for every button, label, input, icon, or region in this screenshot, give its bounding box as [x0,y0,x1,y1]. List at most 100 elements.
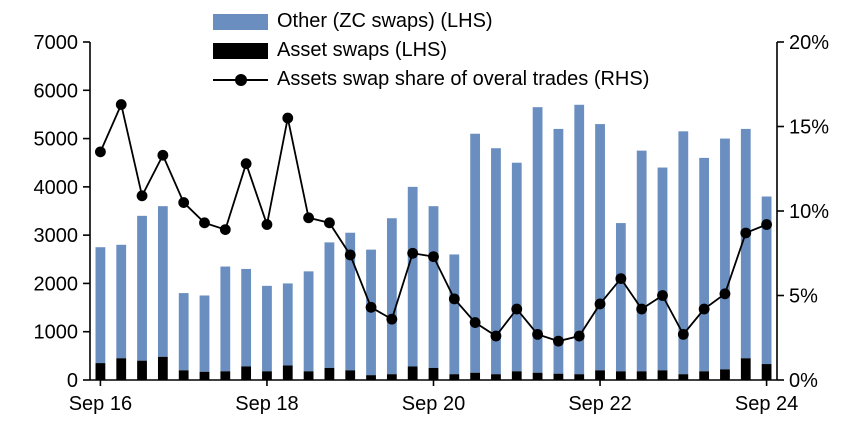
other-zc-swaps-bar [595,124,605,371]
asset-swaps-bar [428,367,439,380]
other-zc-swaps-bar [178,293,189,371]
other-zc-swaps-bar [262,285,272,372]
other-zc-swaps-bar [241,268,252,367]
asset-swaps-bar [241,366,252,380]
axis-tick-label: 10% [789,201,829,223]
share-line-marker [698,303,710,315]
other-zc-swaps-bar [491,148,501,375]
other-zc-swaps-bar [428,206,439,368]
share-line-marker [573,330,585,342]
legend-item-share-line: Assets swap share of overal trades (RHS) [213,65,649,94]
asset-swaps-bar [595,370,605,380]
other-zc-swaps-bar [199,295,210,372]
axis-tick-label: Sep 24 [735,393,798,415]
other-zc-swaps-bar [282,283,293,366]
asset-swaps-bar [303,371,314,380]
axis-tick-label: 6000 [34,80,79,102]
other-zc-swaps-bar [407,186,418,367]
share-line-marker [677,328,689,340]
asset-swaps-bar [615,371,626,380]
share-line-marker [428,251,439,263]
share-line-marker [178,197,190,208]
share-line-marker [761,219,772,230]
asset-swaps-bar [282,365,293,380]
axis-tick-label: 7000 [34,32,79,54]
other-zc-swaps-bar [532,107,543,373]
legend-label-share: Assets swap share of overal trades (RHS) [277,68,650,90]
other-zc-swaps-bar [636,150,647,372]
share-line-marker [553,335,564,347]
share-line-marker [532,328,543,340]
share-line-marker [615,273,627,284]
share-line-marker [365,301,377,313]
asset-swaps-bar [199,371,210,380]
asset-swaps-bar [678,374,689,380]
asset-swaps-bar [95,363,106,380]
asset-swaps-bar [511,371,522,380]
axis-tick-label: Sep 18 [235,393,298,415]
share-line-marker [136,190,148,202]
legend-swatch-asset-bar [213,42,268,59]
asset-swaps-bar [116,358,127,380]
share-line-marker [199,217,210,229]
other-zc-swaps-bar [615,223,626,372]
asset-swaps-bar [699,371,710,380]
other-zc-swaps-bar [574,104,585,375]
legend-item-other-zc-swaps: Other (ZC swaps) (LHS) [213,7,649,36]
asset-swaps-bar [262,371,272,380]
asset-swaps-bar [220,371,231,380]
other-zc-swaps-bar [720,138,730,370]
asset-swaps-bar [720,369,730,380]
share-line-marker [282,112,294,124]
share-line-marker [344,249,356,261]
axis-tick-label: Sep 22 [568,393,631,415]
share-line-marker [594,298,606,310]
other-zc-swaps-bar [95,247,106,364]
share-line-marker [448,293,460,305]
axis-tick-label: 3000 [34,225,79,247]
asset-swaps-bar [470,372,481,380]
share-line-marker [386,313,398,325]
other-zc-swaps-bar [137,215,147,361]
other-zc-swaps-bar [553,128,564,374]
axis-tick-label: 4000 [34,177,79,199]
share-line-marker [469,317,481,328]
share-line-marker [657,290,668,301]
axis-tick-label: Sep 20 [402,393,465,415]
other-zc-swaps-bar [449,254,460,375]
other-zc-swaps-bar [761,196,772,365]
axis-tick-label: 0% [789,370,818,392]
asset-swaps-bar [449,374,460,380]
asset-swaps-bar [491,374,501,380]
legend-swatch-line-marker-icon [213,72,268,88]
share-line-marker [261,219,273,230]
share-line-marker [157,149,169,161]
asset-swaps-bar [532,372,543,380]
share-line-marker [95,146,106,158]
asset-swaps-bar [386,374,397,380]
axis-tick-label: 2000 [34,273,79,295]
share-line-marker [115,99,127,110]
share-line-marker [219,224,231,235]
share-line-marker [324,217,335,229]
other-zc-swaps-bar [303,271,314,372]
asset-swaps-bar [366,375,376,380]
asset-swaps-bar [657,370,668,380]
asset-swaps-bar [407,366,418,380]
asset-swaps-bar [178,370,189,380]
other-zc-swaps-bar [345,232,356,371]
other-zc-swaps-bar [699,157,710,372]
legend-label-other: Other (ZC swaps) (LHS) [277,10,493,32]
other-zc-swaps-bar [386,218,397,375]
axis-tick-label: 0 [67,370,78,392]
asset-swaps-bar [157,356,168,380]
other-zc-swaps-bar [324,242,335,368]
asset-swaps-bar [324,367,335,380]
share-line-marker [240,158,252,170]
other-zc-swaps-bar [470,133,481,373]
asset-swaps-bar [761,364,772,380]
other-zc-swaps-bar [657,167,668,371]
share-line-marker [490,330,502,342]
